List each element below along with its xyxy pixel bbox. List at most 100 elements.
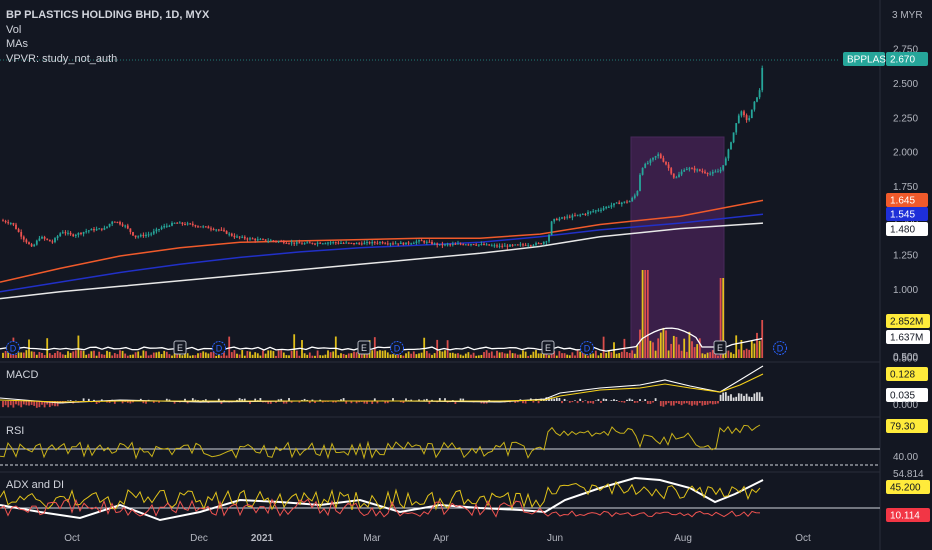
price-tick: 2.750 [893,45,918,56]
candle-body [197,226,199,228]
volume-bar [282,352,285,358]
vol-legend[interactable]: Vol [6,24,22,36]
macd-hist-bar [249,401,251,404]
dividend-marker[interactable]: D [580,341,594,355]
volume-bar [748,349,751,358]
candle-body [550,221,553,236]
candle-body [545,241,548,243]
macd-hist-bar [761,396,764,401]
volume-bar [129,354,132,358]
candle-body [264,239,267,241]
macd-hist-bar [623,401,626,403]
volume-bar [202,351,205,358]
candle-body [594,210,597,212]
macd-hist-bar [165,398,168,401]
candle-body [748,118,751,121]
macd-hist-bar [350,401,353,404]
rsi-label[interactable]: RSI [6,425,25,437]
candle-body [683,169,686,172]
volume-bar [147,355,150,358]
candle-body [618,202,621,205]
dividend-marker[interactable]: D [390,341,404,355]
candle-body [446,244,449,246]
earnings-marker[interactable]: E [713,340,727,355]
macd-hist-bar [194,399,197,401]
volume-bar [238,354,241,358]
candle-body [59,233,62,237]
volume-bar [280,350,283,358]
dividend-marker[interactable]: D [773,341,787,355]
volume-bar [722,278,725,358]
candle-body [675,177,678,179]
macd-hist-bar [363,401,366,404]
candle-body [628,201,631,203]
volume-bar [98,351,101,358]
candle-body [134,235,137,238]
volume-bar [347,353,350,358]
candle-body [579,214,582,216]
earnings-box [713,340,727,355]
volume-bar [451,352,454,358]
volume-bar [514,353,517,358]
candle-body [480,244,483,246]
volume-bar [290,350,293,358]
candle-body [249,238,251,240]
volume-bar [113,353,116,358]
dividend-marker[interactable]: D [212,341,226,355]
candle-body [306,242,309,244]
price-axis: 3 MYR 2.750 2.500 2.250 2.000 1.750 1.500 1.250… [0,10,923,365]
candle-body [25,239,28,243]
volume-bar [753,343,756,358]
volume-bar [103,354,106,358]
macd-hist-bar [4,401,7,406]
candle-body [397,243,400,245]
candle-body [420,240,423,242]
candle-body [15,224,17,230]
volume-bar [272,351,275,358]
candle-body [693,168,696,171]
candle-body [113,221,116,223]
candle-body [740,111,743,116]
candle-body [85,231,88,233]
macd-hist-bar [688,401,691,405]
earnings-marker[interactable]: E [173,340,187,355]
volume-bar [472,352,475,358]
candle-body [524,244,527,246]
candle-body [428,241,431,243]
volume-bar [215,355,218,358]
candle-body [337,242,340,244]
earnings-marker[interactable]: E [541,340,555,355]
macd-hist-bar [152,401,155,403]
macd-hist-bar [20,401,23,408]
vpvr-legend[interactable]: VPVR: study_not_auth [6,53,118,65]
macd-hist-bar [139,398,142,401]
candle-body [701,170,704,172]
dividend-marker[interactable]: D [6,341,20,355]
volume-bar [568,355,571,358]
candle-body [194,225,197,227]
earnings-marker[interactable]: E [357,340,371,355]
macd-hist-bar [69,400,72,401]
candle-body [132,232,134,236]
macd-label[interactable]: MACD [6,369,39,381]
candle-body [758,90,761,98]
volume-bar [197,353,199,358]
volume-bar [353,351,355,358]
earnings-label: E [361,343,367,353]
mas-legend[interactable]: MAs [6,38,28,50]
candle-body [745,115,748,121]
macd-hist-bar [730,394,732,401]
volume-bar [220,355,223,358]
candle-body [623,201,626,203]
candle-body [553,218,556,222]
macd-hist-bar [269,401,272,404]
candle-body [381,242,384,244]
macd-hist-bar [145,401,147,404]
candle-body [646,162,649,164]
candle-body [189,223,192,225]
macd-hist-bar [514,401,517,403]
macd-hist-bar [340,399,342,401]
adx-label[interactable]: ADX and DI [6,479,65,491]
macd-hist-bar [373,398,376,401]
